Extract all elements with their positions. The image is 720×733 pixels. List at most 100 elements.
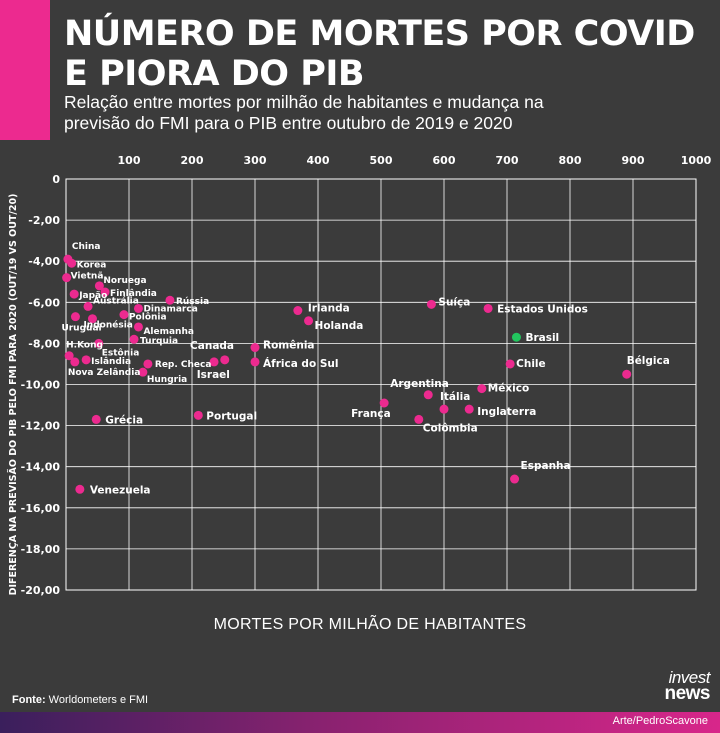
- subtitle-line-2: previsão do FMI para o PIB entre outubro…: [64, 113, 513, 133]
- point-espanha: [510, 474, 520, 484]
- point-label: Suíça: [438, 296, 470, 308]
- point-label: Venezuela: [90, 484, 151, 496]
- point-label: Estados Unidos: [497, 303, 588, 315]
- point-argentina: [423, 390, 433, 400]
- point-label: Dinamarca: [143, 304, 197, 314]
- point-brasil: [511, 332, 521, 342]
- investnews-logo: invest news: [620, 668, 711, 704]
- point-label: Argentina: [390, 378, 449, 390]
- title-line-1: NÚMERO DE MORTES POR COVID: [64, 14, 695, 54]
- point-canada: [209, 357, 219, 367]
- y-tick-label: -4,00: [28, 255, 60, 268]
- point-label: Finlândia: [110, 289, 157, 299]
- x-tick-label: 600: [433, 154, 456, 167]
- point-label: Rússia: [176, 297, 209, 307]
- point-chile: [505, 359, 515, 369]
- data-points: [62, 254, 632, 494]
- point-label: África do Sul: [263, 357, 338, 370]
- x-tick-label: 100: [118, 154, 141, 167]
- point-portugal: [193, 410, 203, 420]
- point-su-a: [426, 299, 436, 309]
- point-label: Colômbia: [423, 422, 478, 434]
- logo-line-1: invest: [668, 668, 711, 687]
- x-tick-label: 200: [181, 154, 204, 167]
- point-label: Irlanda: [308, 303, 350, 315]
- point-hungria: [138, 367, 148, 377]
- point-label: México: [488, 383, 529, 395]
- source-text: Worldometers e FMI: [45, 694, 149, 706]
- point-jap-o: [69, 289, 79, 299]
- point-est-nia: [94, 338, 104, 348]
- point-label: Hungria: [147, 375, 187, 385]
- point-finl-ndia: [100, 287, 110, 297]
- y-tick-label: -14,00: [21, 461, 61, 474]
- point-austr-lia: [83, 301, 93, 311]
- point-m-xico: [477, 384, 487, 394]
- point-label: Canada: [190, 340, 234, 352]
- point-label: Chile: [516, 358, 546, 370]
- point-label: Alemanha: [143, 327, 194, 337]
- point-label: Islândia: [91, 357, 131, 367]
- x-tick-label: 400: [307, 154, 330, 167]
- point-h-kong: [64, 351, 74, 361]
- point-israel: [220, 355, 230, 365]
- x-axis-title: MORTES POR MILHÃO DE HABITANTES: [213, 616, 527, 633]
- point-inglaterra: [464, 404, 474, 414]
- point-label: Estônia: [102, 347, 140, 358]
- point-label: Nova Zelândia: [68, 368, 141, 378]
- point-uruguai: [70, 312, 80, 322]
- title-line-2: E PIORA DO PIB: [64, 54, 365, 94]
- point-label: Turquia: [140, 336, 178, 346]
- accent-bar: [0, 0, 50, 140]
- point-label: França: [351, 408, 391, 420]
- point-label: Rep. Checa: [155, 360, 212, 370]
- point-alemanha: [133, 322, 143, 332]
- point-r-ssia: [165, 295, 175, 305]
- point-korea: [67, 258, 77, 268]
- x-tick-label: 300: [244, 154, 267, 167]
- point-label: Japão: [78, 291, 107, 301]
- point-label: China: [72, 242, 101, 252]
- y-tick-label: -6,00: [28, 296, 60, 309]
- y-tick-label: -12,00: [21, 420, 61, 433]
- point-label: Brasil: [525, 332, 559, 344]
- y-tick-label: -18,00: [21, 543, 61, 556]
- point-label: Korea: [77, 260, 107, 270]
- source-note: Fonte: Worldometers e FMI: [12, 694, 148, 706]
- point-label: Uruguai: [61, 324, 101, 334]
- point-holanda: [304, 316, 314, 326]
- point-label: Bélgica: [627, 355, 670, 367]
- point-vietn-: [62, 273, 72, 283]
- point-label: Polônia: [129, 312, 167, 323]
- page-title: NÚMERO DE MORTES POR COVID E PIORA DO PI…: [64, 14, 695, 94]
- x-tick-label: 500: [370, 154, 393, 167]
- point-label: Grécia: [105, 414, 143, 426]
- y-tick-label: -20,00: [21, 584, 61, 597]
- y-tick-label: -10,00: [21, 379, 61, 392]
- logo-line-2: news: [664, 683, 710, 704]
- point-turquia: [129, 334, 139, 344]
- point-it-lia: [439, 404, 449, 414]
- source-label: Fonte:: [12, 694, 46, 706]
- point-indon-sia: [87, 314, 97, 324]
- point-isl-ndia: [81, 355, 91, 365]
- point-label: Indonésia: [83, 320, 132, 331]
- y-tick-label: -2,00: [28, 214, 60, 227]
- point-venezuela: [75, 484, 85, 494]
- point-label: Inglaterra: [477, 406, 536, 418]
- axes: 100 200 300 400 500 600 700 800 900 1000 0 -2,00 -4,…: [8, 154, 712, 597]
- point-label: Itália: [440, 391, 470, 403]
- point-label: Austrália: [93, 296, 139, 306]
- point-pol-nia: [119, 310, 129, 320]
- point-estados-unidos: [483, 303, 493, 313]
- x-tick-label: 900: [622, 154, 645, 167]
- point-col-mbia: [414, 414, 424, 424]
- x-tick-label: 800: [559, 154, 582, 167]
- point-labels: China Korea Vietnã Japão Noruega FinlândiaAus…: [61, 242, 669, 496]
- point--frica-do-sul: [250, 357, 260, 367]
- point-label: Israel: [197, 369, 230, 381]
- point-label: Noruega: [103, 276, 146, 286]
- y-axis-title: DIFERENÇA NA PREVISÃO DO PIB PELO FMI PA…: [8, 194, 19, 596]
- point-irlanda: [293, 306, 303, 316]
- point-noruega: [94, 281, 104, 291]
